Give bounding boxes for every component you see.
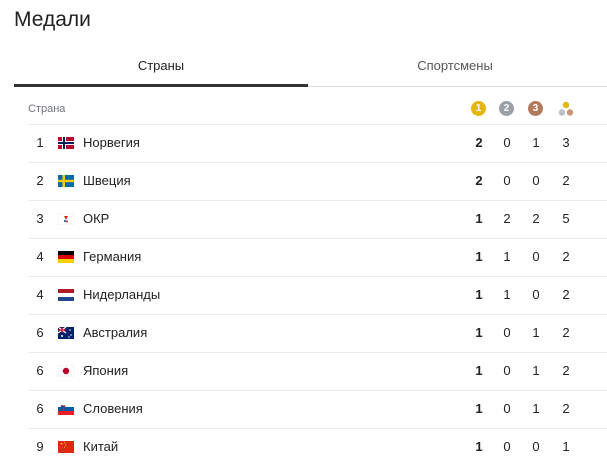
flag bbox=[58, 403, 74, 415]
gold-count: 1 bbox=[475, 439, 483, 454]
total-count: 2 bbox=[562, 287, 570, 302]
total-count: 3 bbox=[562, 135, 570, 150]
rank: 9 bbox=[36, 439, 44, 454]
rank: 3 bbox=[36, 211, 44, 226]
row-separator bbox=[28, 428, 607, 429]
rank: 4 bbox=[36, 249, 44, 264]
country-name: ОКР bbox=[83, 211, 110, 226]
row-separator bbox=[28, 238, 607, 239]
silver-count: 0 bbox=[503, 401, 511, 416]
country-name: Австралия bbox=[83, 325, 148, 340]
bronze-count: 1 bbox=[532, 135, 540, 150]
row-separator bbox=[28, 162, 607, 163]
tab-indicator bbox=[14, 84, 308, 87]
silver-count: 0 bbox=[503, 439, 511, 454]
bronze-count: 0 bbox=[532, 287, 540, 302]
total-count: 5 bbox=[562, 211, 570, 226]
tab-countries[interactable]: Страны bbox=[137, 58, 185, 73]
silver-count: 1 bbox=[503, 287, 511, 302]
gold-count: 2 bbox=[475, 173, 483, 188]
flag bbox=[58, 137, 74, 149]
flag bbox=[58, 213, 74, 225]
gold-count: 1 bbox=[475, 211, 483, 226]
flag bbox=[58, 327, 74, 339]
total-count: 2 bbox=[562, 173, 570, 188]
country-name: Германия bbox=[83, 249, 142, 264]
silver-count: 1 bbox=[503, 249, 511, 264]
bronze-count: 0 bbox=[532, 249, 540, 264]
gold-count: 1 bbox=[475, 401, 483, 416]
bronze-count: 1 bbox=[532, 401, 540, 416]
flag bbox=[58, 441, 74, 453]
row-separator bbox=[28, 200, 607, 201]
flag bbox=[58, 289, 74, 301]
gold-count: 1 bbox=[475, 287, 483, 302]
silver-count: 2 bbox=[503, 211, 511, 226]
row-separator bbox=[28, 276, 607, 277]
rank: 2 bbox=[36, 173, 44, 188]
total-count: 2 bbox=[562, 325, 570, 340]
rank: 1 bbox=[36, 135, 44, 150]
bronze-count: 2 bbox=[532, 211, 540, 226]
silver-count: 0 bbox=[503, 363, 511, 378]
silver-icon: 2 bbox=[499, 101, 514, 116]
silver-count: 0 bbox=[503, 173, 511, 188]
total-icon bbox=[558, 101, 574, 116]
bronze-count: 0 bbox=[532, 439, 540, 454]
row-separator bbox=[28, 390, 607, 391]
tab-athletes[interactable]: Спортсмены bbox=[417, 58, 493, 73]
rank: 6 bbox=[36, 325, 44, 340]
flag bbox=[58, 175, 74, 187]
rank: 4 bbox=[36, 287, 44, 302]
country-name: Словения bbox=[83, 401, 143, 416]
silver-count: 0 bbox=[503, 135, 511, 150]
tab-divider bbox=[14, 86, 607, 87]
country-name: Швеция bbox=[83, 173, 131, 188]
country-name: Япония bbox=[83, 363, 129, 378]
country-name: Китай bbox=[83, 439, 119, 454]
bronze-count: 0 bbox=[532, 173, 540, 188]
bronze-count: 1 bbox=[532, 363, 540, 378]
gold-count: 1 bbox=[475, 363, 483, 378]
total-count: 2 bbox=[562, 363, 570, 378]
flag bbox=[58, 365, 74, 377]
country-name: Нидерланды bbox=[83, 287, 161, 302]
total-count: 2 bbox=[562, 249, 570, 264]
total-count: 1 bbox=[562, 439, 570, 454]
gold-count: 1 bbox=[475, 325, 483, 340]
gold-count: 1 bbox=[475, 249, 483, 264]
gold-count: 2 bbox=[475, 135, 483, 150]
silver-count: 0 bbox=[503, 325, 511, 340]
gold-icon: 1 bbox=[471, 101, 486, 116]
row-separator bbox=[28, 314, 607, 315]
country-name: Норвегия bbox=[83, 135, 140, 150]
total-count: 2 bbox=[562, 401, 570, 416]
rank: 6 bbox=[36, 401, 44, 416]
row-separator bbox=[28, 124, 607, 125]
title: Медали bbox=[14, 8, 91, 31]
row-separator bbox=[28, 352, 607, 353]
rank: 6 bbox=[36, 363, 44, 378]
bronze-icon: 3 bbox=[528, 101, 543, 116]
flag bbox=[58, 251, 74, 263]
bronze-count: 1 bbox=[532, 325, 540, 340]
header-country: Страна bbox=[28, 103, 66, 115]
